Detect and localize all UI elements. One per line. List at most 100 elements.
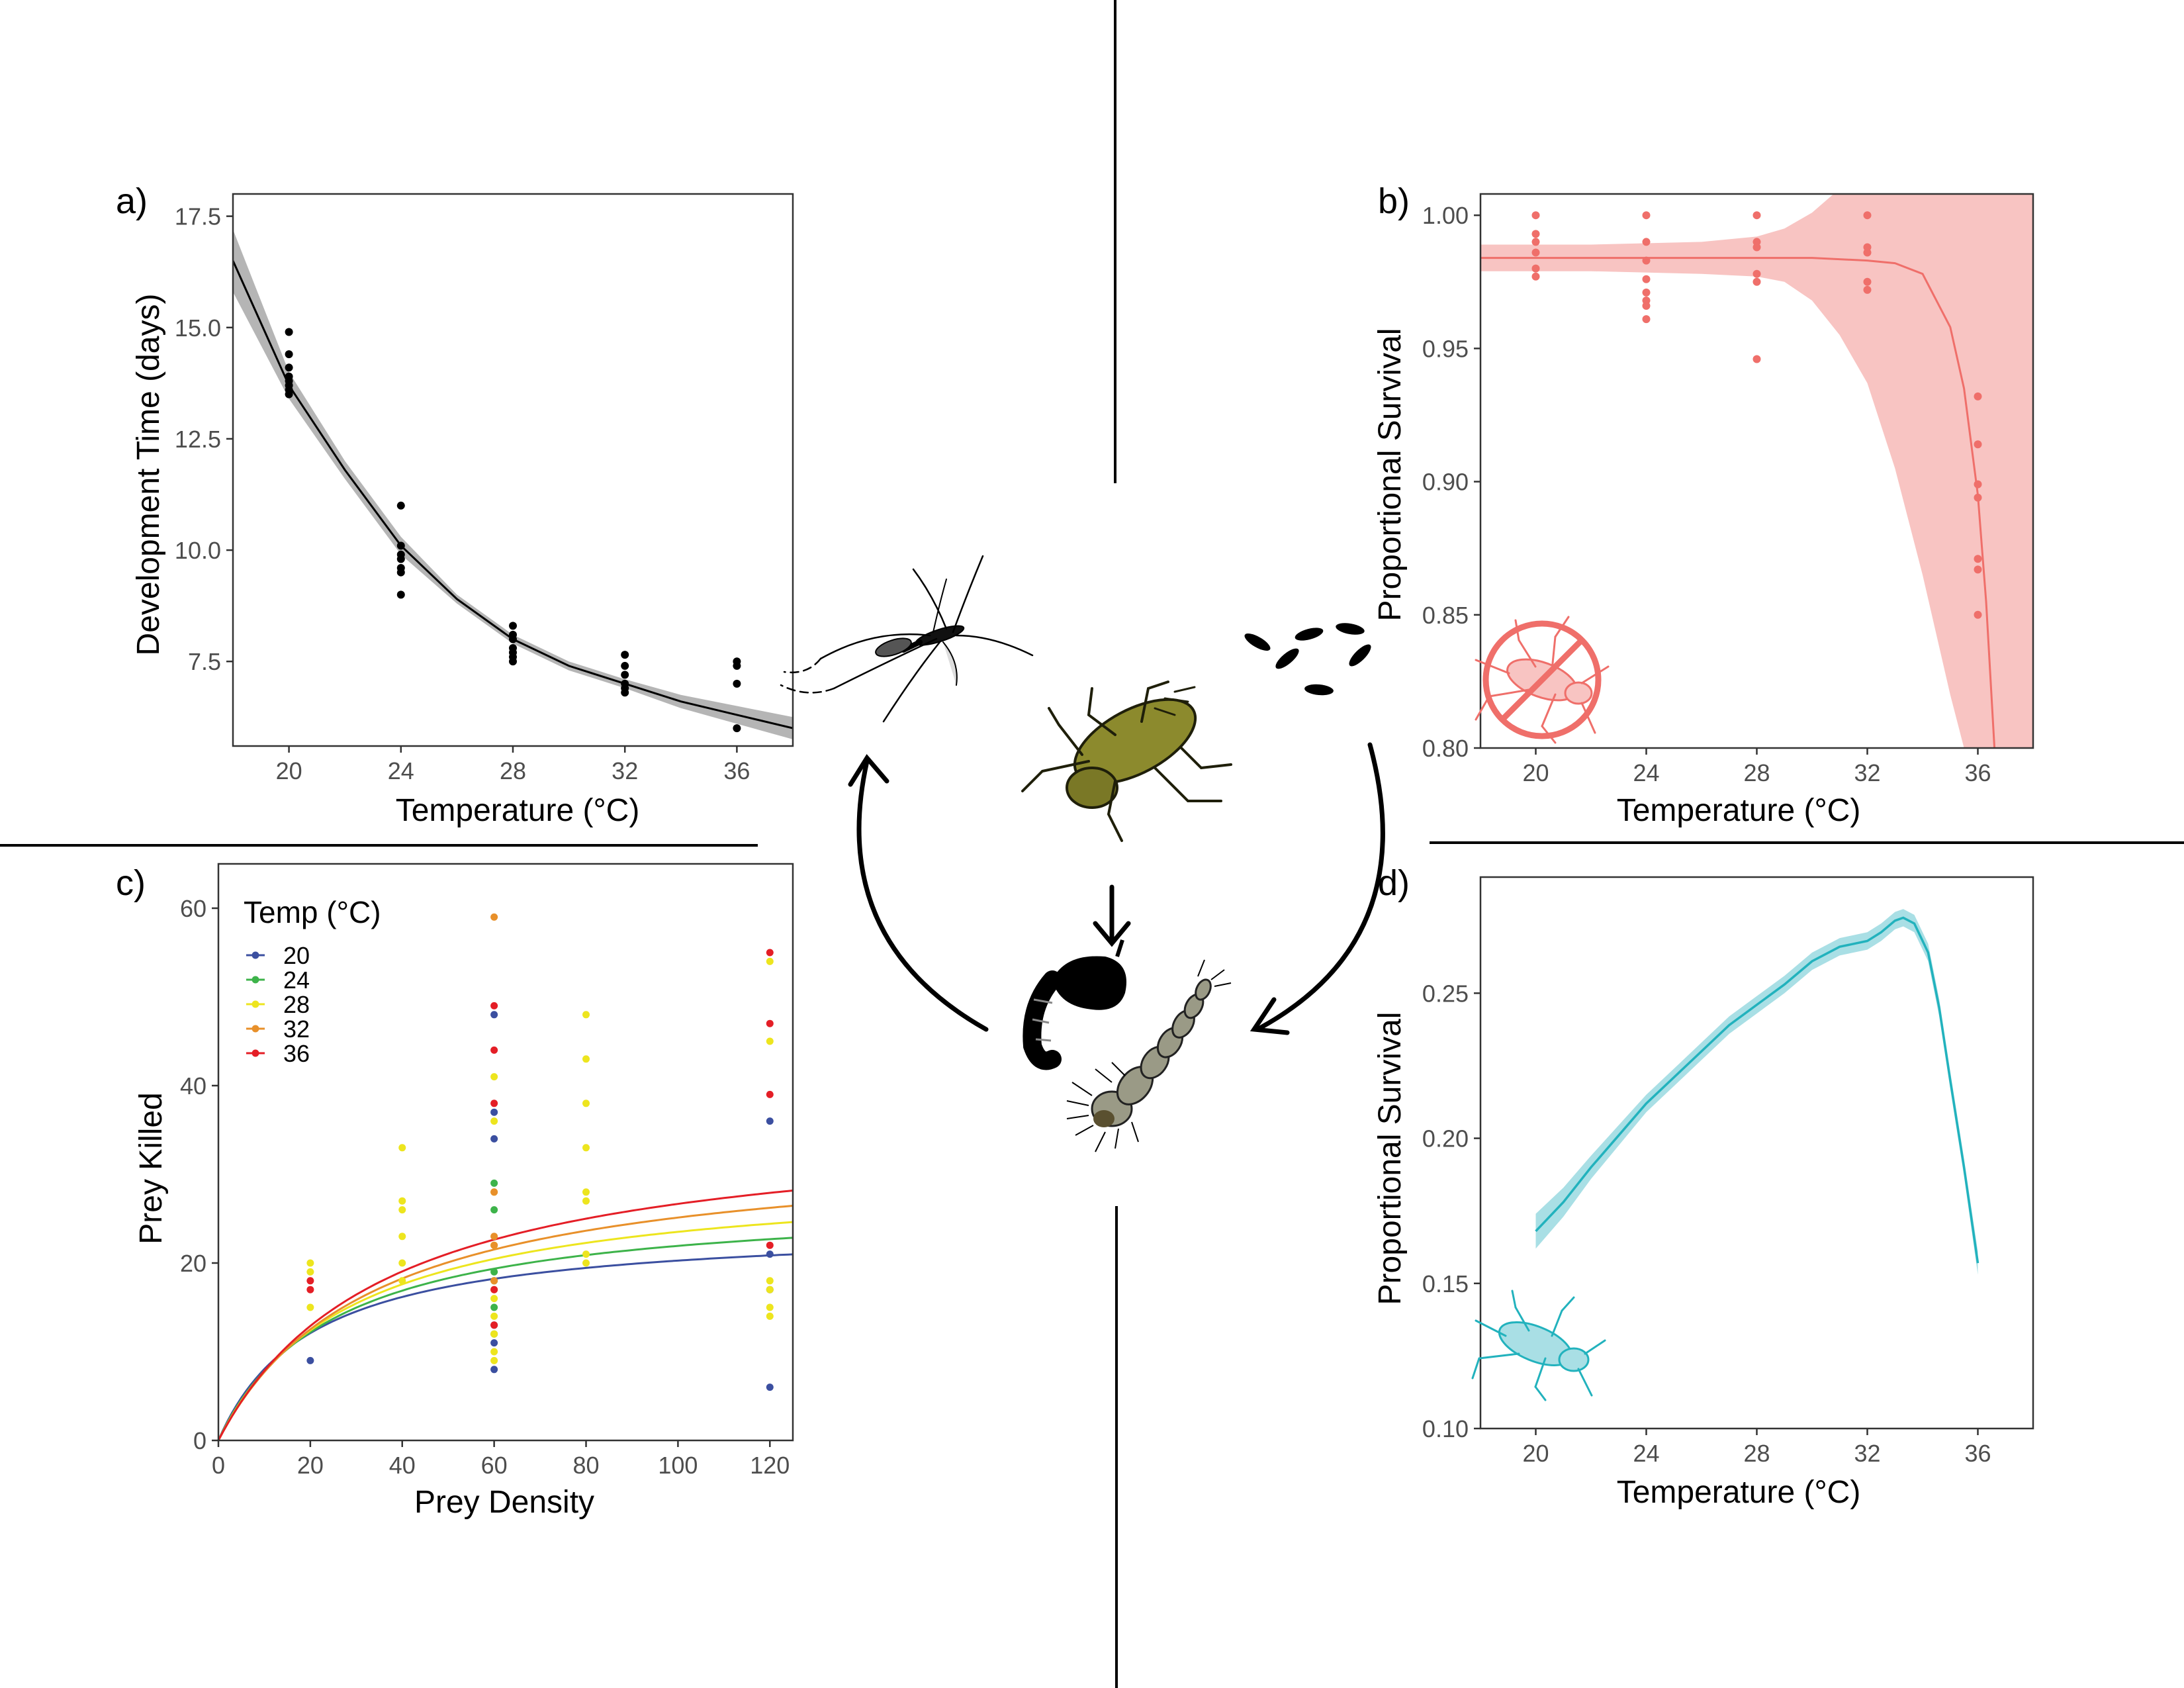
fitted-curve [1480, 257, 1996, 748]
y-tick-label: 0.85 [1422, 602, 1469, 629]
panel-d: d) 20 24 28 32 36 0.10 0.15 0.20 0.25 Temperatur… [1373, 863, 2034, 1510]
data-point-20 [490, 1108, 498, 1116]
legend-key-dot [251, 951, 259, 959]
data-point [1642, 288, 1651, 297]
data-point-24 [490, 1179, 498, 1187]
functional-response-curve-32 [218, 1205, 793, 1440]
survival-line [1535, 916, 1979, 1264]
data-point-20 [766, 1250, 774, 1258]
eggs-icon [1244, 623, 1371, 696]
data-point-28 [490, 1117, 498, 1125]
y-tick-label: 40 [180, 1072, 206, 1100]
x-axis-title: Temperature (°C) [1617, 1475, 1861, 1510]
data-point [1974, 610, 1982, 619]
data-point [733, 661, 741, 670]
data-point [1974, 392, 1982, 400]
legend-label: 24 [283, 966, 310, 994]
data-point-28 [398, 1277, 406, 1285]
data-point-36 [490, 1046, 498, 1054]
legend-label: 20 [283, 942, 310, 969]
legend-label: 36 [283, 1040, 310, 1067]
data-point [396, 541, 405, 550]
data-point-28 [582, 1259, 590, 1267]
data-point-28 [582, 1055, 590, 1063]
x-tick-label: 24 [1633, 1440, 1659, 1467]
x-tick-label: 36 [723, 757, 750, 784]
data-point-32 [490, 1241, 498, 1249]
plot-area [218, 913, 793, 1440]
functional-response-curve-20 [218, 1253, 793, 1440]
y-tick-label: 1.00 [1422, 202, 1469, 229]
y-axis-title: Prey Killed [134, 1092, 169, 1244]
data-point-28 [766, 1037, 774, 1045]
data-point [1863, 211, 1872, 220]
data-point [1752, 355, 1761, 363]
data-point [621, 688, 629, 697]
data-point-28 [582, 1188, 590, 1196]
y-tick-label: 0.15 [1422, 1270, 1469, 1297]
functional-response-curve-24 [218, 1237, 793, 1440]
x-tick-label: 120 [750, 1452, 790, 1479]
x-tick-label: 100 [658, 1452, 698, 1479]
y-tick-label: 0 [193, 1427, 206, 1454]
data-point [1863, 248, 1872, 257]
data-point [621, 651, 629, 659]
plot-area [1480, 194, 2033, 748]
plot-area [233, 229, 793, 739]
y-tick-label: 20 [180, 1250, 206, 1277]
plot-area [1535, 909, 1979, 1275]
x-tick-label: 32 [1854, 1440, 1880, 1467]
life-cycle-diagram [780, 555, 1385, 1152]
data-point [1752, 211, 1761, 220]
predator-nymph-icon [1021, 680, 1232, 842]
data-point [1531, 248, 1540, 257]
data-point-20 [306, 1356, 314, 1364]
panel-b: b) 20 24 28 32 36 0.80 0.85 0.90 0.95 1.00 Temper… [1373, 181, 2034, 828]
data-point [1642, 238, 1651, 246]
data-point [733, 679, 741, 688]
data-point-20 [766, 1383, 774, 1391]
data-point-36 [306, 1286, 314, 1293]
data-point-28 [398, 1206, 406, 1214]
data-point [396, 590, 405, 599]
data-point-36 [766, 1090, 774, 1098]
data-point-36 [306, 1277, 314, 1285]
data-point-20 [490, 1011, 498, 1019]
data-point-36 [490, 1100, 498, 1107]
panel-letter: c) [116, 863, 146, 903]
data-point [396, 568, 405, 577]
data-point [1974, 493, 1982, 502]
data-point [285, 363, 293, 372]
data-point [1531, 211, 1540, 220]
data-point [621, 661, 629, 670]
data-point [1531, 272, 1540, 281]
cycle-arrow-icon [1093, 884, 1131, 947]
confidence-band [1480, 194, 2033, 748]
x-tick-label: 28 [1743, 1440, 1770, 1467]
predator-outline-icon [1471, 1289, 1606, 1401]
legend-key-dot [251, 1000, 259, 1008]
data-point-36 [766, 1241, 774, 1249]
no-predator-icon [1475, 616, 1610, 744]
data-point-28 [766, 957, 774, 965]
data-point-24 [490, 1206, 498, 1214]
x-tick-label: 20 [1522, 1440, 1549, 1467]
panel-a: a) 20 24 28 32 36 7.5 10.0 12.5 15.0 17.5 Tempera… [116, 181, 794, 828]
data-point-32 [490, 1188, 498, 1196]
panel-letter: d) [1378, 863, 1410, 903]
data-point-36 [490, 1321, 498, 1329]
data-point [1642, 275, 1651, 283]
chart-plot-a: 20 24 28 32 36 7.5 10.0 12.5 15.0 17.5 [175, 193, 794, 784]
data-point-24 [490, 1268, 498, 1276]
data-point-28 [582, 1197, 590, 1205]
data-point [1531, 238, 1540, 246]
x-tick-label: 60 [481, 1452, 508, 1479]
data-point-28 [490, 1330, 498, 1338]
plot-frame [217, 863, 794, 1442]
y-tick-label: 0.95 [1422, 335, 1469, 362]
data-point-20 [490, 1366, 498, 1374]
data-point-28 [398, 1197, 406, 1205]
